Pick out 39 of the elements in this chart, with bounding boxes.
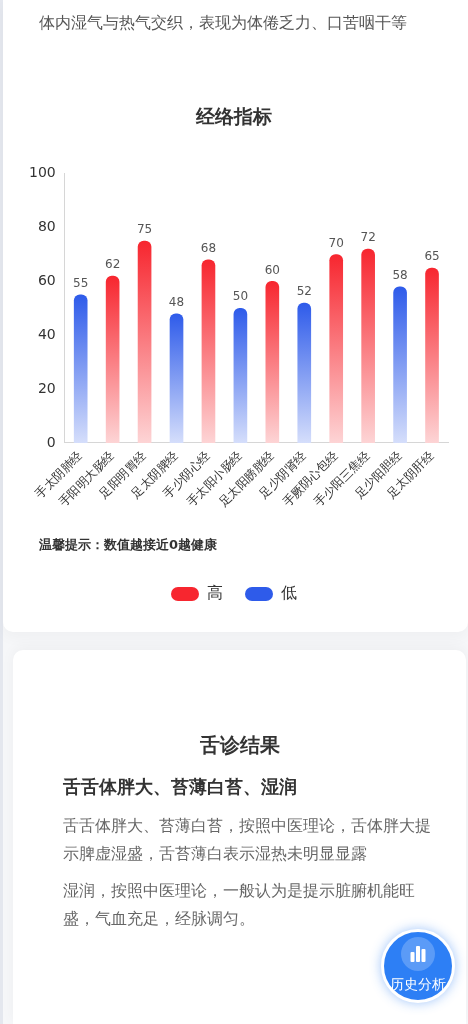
text: 温馨提示：数值越接近0越健康 [38, 537, 219, 553]
bar [105, 275, 120, 443]
bar [137, 240, 152, 443]
bar [233, 308, 248, 443]
data-label: 50 [232, 289, 249, 304]
data-label: 68 [200, 241, 217, 256]
data-label: 70 [328, 235, 344, 250]
data-label: 58 [392, 267, 408, 282]
text: 体内湿气与热气交织，表现为体倦乏力、口苦咽干等 [39, 13, 407, 34]
text: 舌诊结果 [198, 732, 281, 759]
y-tick-label: 0 [46, 433, 56, 450]
data-label: 48 [168, 294, 185, 309]
bar [297, 302, 312, 443]
data-label: 75 [136, 222, 153, 237]
chart-title: 经络指标 [195, 105, 272, 128]
data-label: 55 [73, 276, 89, 291]
y-tick-label: 80 [37, 218, 56, 235]
data-label: 65 [424, 249, 440, 264]
y-tick-label: 20 [37, 379, 56, 396]
bar [265, 281, 280, 443]
text: 舌舌体胖大、苔薄白苔，按照中医理论，舌体胖大提示脾虚湿盛，舌苔薄白表示湿热未明显显露 [63, 816, 432, 865]
y-tick-label: 60 [37, 272, 56, 289]
bar [73, 294, 88, 443]
legend-label: 高 [207, 583, 223, 603]
text: 舌舌体胖大、苔薄白苔、湿润 [63, 775, 297, 799]
bar [329, 254, 344, 443]
y-tick-label: 100 [28, 164, 56, 181]
bar [361, 248, 375, 443]
text: 湿润，按照中医理论，一般认为是提示脏腑机能旺盛，气血充足，经脉调匀。 [63, 881, 416, 930]
data-label: 72 [360, 230, 376, 245]
bar [201, 259, 216, 443]
data-label: 60 [264, 262, 280, 277]
bar [393, 286, 407, 443]
legend-label: 低 [281, 583, 297, 603]
bar [169, 313, 184, 443]
bar [425, 267, 439, 443]
data-label: 52 [296, 284, 312, 299]
y-tick-label: 40 [37, 325, 56, 342]
data-label: 62 [104, 257, 121, 272]
